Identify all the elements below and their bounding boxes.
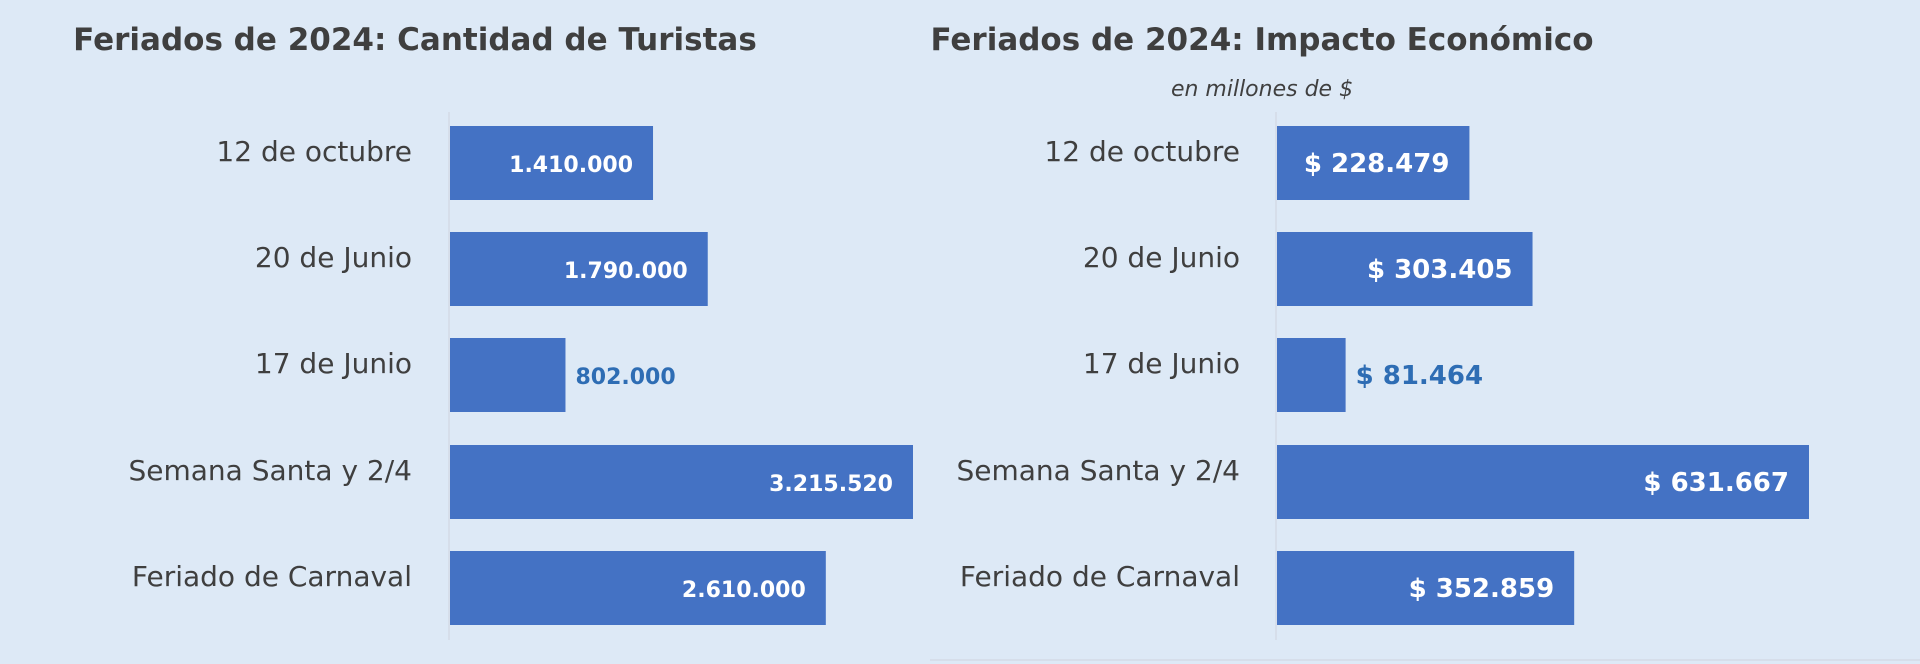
data-label: $ 303.405 [1367, 255, 1513, 285]
bar [450, 338, 566, 412]
bars-group: 12 de octubre $ 228.479 20 de Junio $ 303.4… [957, 126, 1809, 625]
data-label: $ 631.667 [1643, 468, 1789, 498]
data-label: 802.000 [575, 365, 675, 390]
chart-title: Feriados de 2024: Impacto Económico [930, 22, 1593, 58]
bar [450, 232, 708, 306]
category-label: 12 de octubre [216, 135, 412, 168]
bar [1277, 126, 1470, 200]
category-label: 20 de Junio [255, 241, 412, 274]
data-label: 1.410.000 [509, 153, 633, 178]
data-label: 2.610.000 [682, 578, 806, 603]
chart-economic-impact: Feriados de 2024: Impacto Económico en m… [930, 22, 1920, 661]
category-label: 20 de Junio [1083, 241, 1240, 274]
chart-tourists: Feriados de 2024: Cantidad de Turistas 1… [73, 22, 913, 640]
category-label: Feriado de Carnaval [960, 560, 1240, 593]
chart-subtitle: en millones de $ [1171, 77, 1353, 102]
data-label: 3.215.520 [769, 472, 893, 497]
bars-group: 12 de octubre 1.410.000 20 de Junio 1.790.0… [129, 126, 913, 625]
bar [1277, 445, 1809, 519]
category-label: 17 de Junio [255, 347, 412, 380]
data-label: $ 352.859 [1409, 574, 1555, 604]
bar [1277, 551, 1575, 625]
category-label: Semana Santa y 2/4 [129, 454, 413, 487]
bar [450, 551, 826, 625]
category-label: 17 de Junio [1083, 347, 1240, 380]
bar [450, 126, 654, 200]
category-label: Semana Santa y 2/4 [957, 454, 1241, 487]
category-label: 12 de octubre [1044, 135, 1240, 168]
data-label: 1.790.000 [564, 259, 688, 284]
bar [1277, 338, 1346, 412]
data-label: $ 81.464 [1356, 361, 1483, 391]
data-label: $ 228.479 [1304, 149, 1450, 179]
bar [450, 445, 913, 519]
category-label: Feriado de Carnaval [132, 560, 412, 593]
chart-title: Feriados de 2024: Cantidad de Turistas [73, 22, 757, 58]
bar [1277, 232, 1533, 306]
